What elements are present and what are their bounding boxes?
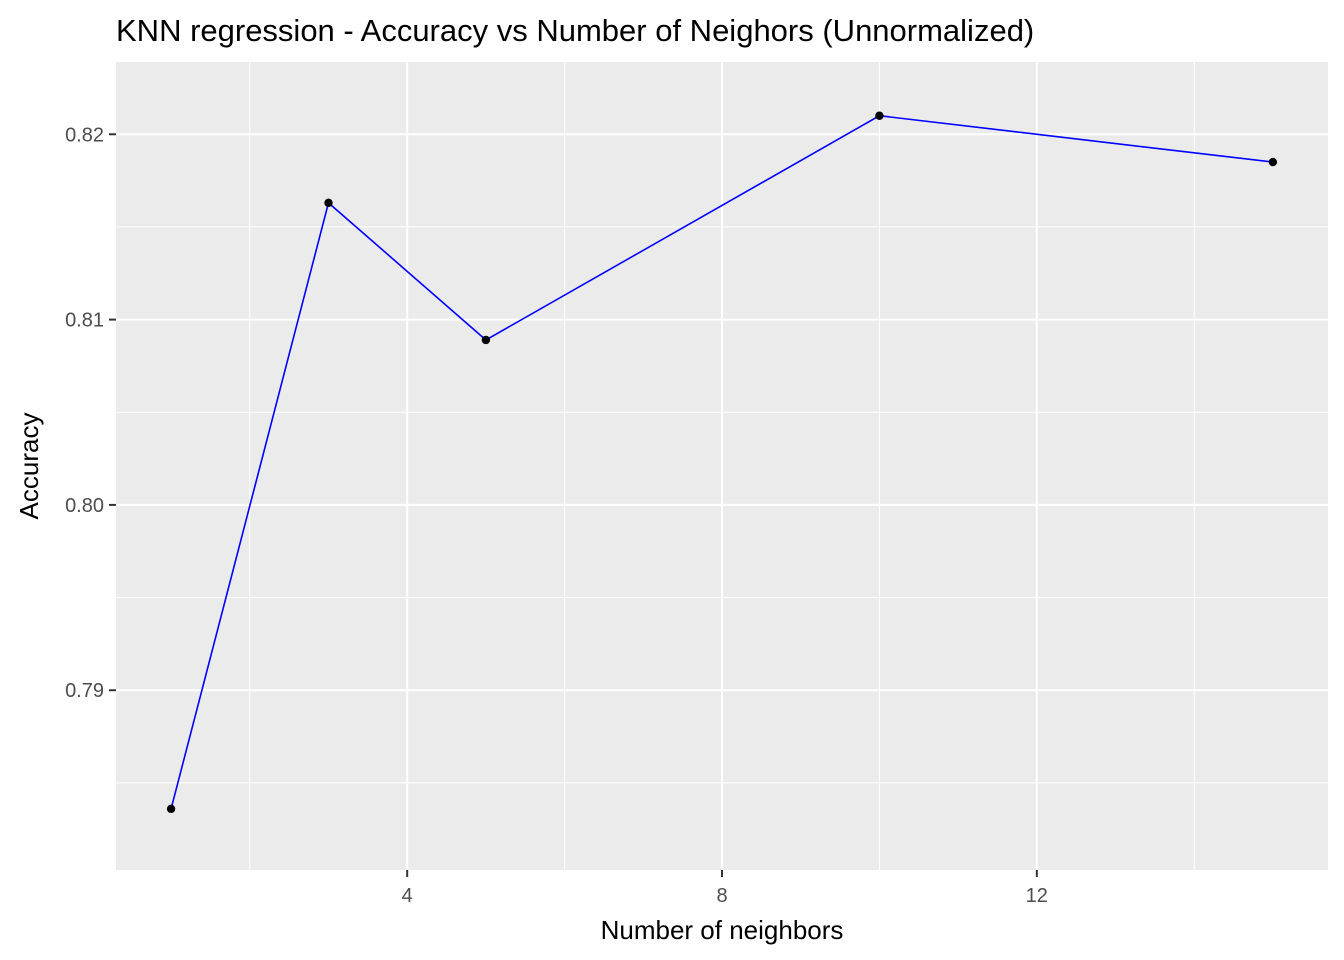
- y-tick-label: 0.82: [65, 124, 104, 146]
- data-point: [875, 111, 884, 120]
- y-axis-ticks: 0.79 0.80 0.81 0.82: [65, 124, 116, 702]
- accuracy-points: [166, 111, 1278, 814]
- x-axis-ticks: 4 8 12: [402, 870, 1048, 907]
- data-point: [166, 804, 176, 814]
- y-tick-label: 0.79: [65, 680, 104, 702]
- x-tick-label: 4: [402, 885, 413, 907]
- major-gridlines: [116, 62, 1328, 870]
- y-tick-label: 0.80: [65, 495, 104, 517]
- data-point: [1268, 157, 1278, 167]
- chart-title: KNN regression - Accuracy vs Number of N…: [116, 13, 1034, 48]
- x-axis-title: Number of neighbors: [601, 915, 844, 945]
- y-axis-title: Accuracy: [14, 413, 44, 520]
- data-point: [324, 198, 333, 208]
- y-tick-label: 0.81: [65, 310, 104, 332]
- x-tick-label: 8: [716, 885, 727, 907]
- data-point: [481, 335, 491, 345]
- x-tick-label: 12: [1026, 885, 1048, 907]
